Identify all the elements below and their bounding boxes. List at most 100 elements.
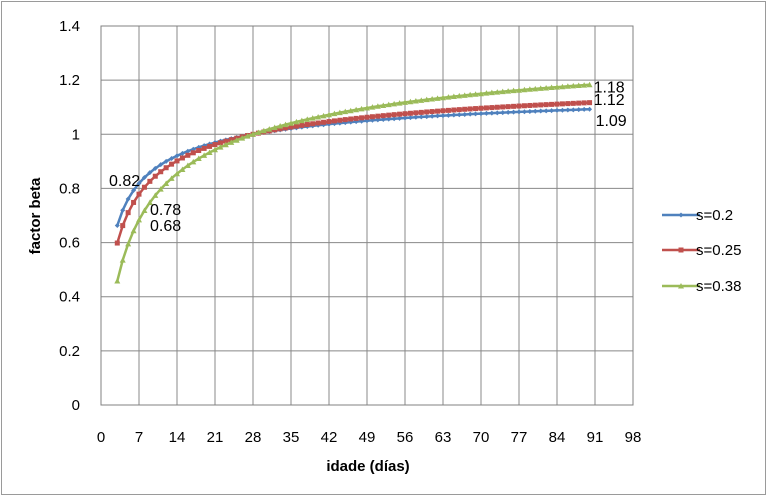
data-point: [293, 123, 299, 129]
y-tick-label: 0.2: [59, 343, 80, 360]
legend-item: s=0.2: [662, 207, 733, 224]
y-tick-label: 0.6: [59, 235, 80, 252]
data-point: [581, 100, 587, 106]
data-label: 1.18: [594, 80, 625, 97]
data-point: [125, 210, 131, 216]
x-tick-label: 84: [549, 429, 566, 446]
data-point: [511, 109, 517, 115]
data-point: [413, 114, 419, 120]
data-point: [586, 81, 593, 88]
data-point: [511, 103, 517, 109]
data-point: [397, 115, 403, 121]
x-tick-label: 56: [397, 429, 414, 446]
data-point: [353, 115, 359, 121]
y-axis-ticks: 0 0.2 0.4 0.6 0.8 1 1.2 1.4: [59, 18, 80, 414]
data-point: [309, 115, 316, 121]
data-point: [141, 184, 147, 190]
data-point: [185, 148, 191, 154]
data-point: [331, 118, 337, 124]
data-point: [298, 117, 305, 124]
plot-border: [100, 25, 634, 406]
data-point: [402, 99, 408, 105]
data-point: [320, 112, 327, 119]
data-point: [206, 149, 213, 155]
data-label: 0.82: [109, 173, 140, 190]
annotations: 0.82 0.780.68 1.181.12 1.09: [109, 80, 627, 235]
data-point: [429, 109, 435, 115]
data-point: [478, 111, 484, 117]
data-point: [549, 108, 555, 114]
data-point: [233, 137, 240, 143]
data-point: [169, 161, 175, 167]
data-point: [364, 114, 370, 120]
y-axis-label: factor beta: [27, 177, 44, 254]
data-point: [179, 166, 186, 172]
legend-marker: [678, 247, 684, 253]
data-point: [337, 117, 343, 123]
data-point: [277, 126, 283, 132]
data-point: [114, 240, 120, 246]
data-point: [575, 82, 582, 89]
data-point: [250, 131, 256, 137]
data-point: [130, 227, 137, 234]
data-point: [114, 278, 121, 284]
y-tick-label: 1.2: [59, 72, 80, 89]
data-point: [473, 111, 479, 117]
data-point: [152, 173, 158, 179]
data-point: [304, 116, 311, 122]
data-point: [348, 116, 354, 122]
data-point: [310, 121, 316, 127]
data-point: [299, 122, 305, 128]
data-point: [402, 115, 408, 121]
data-point: [375, 113, 381, 119]
data-point: [527, 102, 533, 108]
data-point: [304, 122, 310, 128]
data-point: [467, 91, 474, 98]
data-point: [500, 110, 506, 116]
data-point: [169, 155, 175, 161]
data-point: [326, 111, 332, 118]
data-point: [418, 109, 424, 115]
data-point: [548, 84, 555, 91]
data-point: [158, 169, 164, 175]
data-point: [396, 100, 403, 106]
data-point: [538, 102, 544, 108]
data-point: [336, 109, 343, 116]
data-point: [576, 107, 582, 113]
data-point: [423, 96, 430, 103]
data-point: [456, 92, 463, 99]
data-point: [462, 111, 468, 117]
data-point: [120, 207, 126, 213]
data-point: [369, 114, 375, 120]
data-point: [141, 175, 147, 181]
data-point: [179, 150, 185, 156]
data-point: [391, 112, 397, 118]
legend-label: s=0.38: [696, 278, 741, 295]
data-point: [190, 150, 196, 156]
data-point: [499, 88, 506, 95]
data-point: [521, 109, 527, 115]
data-point: [212, 142, 218, 148]
series-s=0.25: [114, 100, 593, 246]
data-point: [163, 158, 169, 164]
data-point: [543, 108, 549, 114]
y-tick-label: 1: [72, 126, 80, 143]
data-point: [136, 216, 142, 223]
data-point: [483, 110, 489, 116]
data-point: [271, 124, 278, 131]
data-point: [559, 101, 565, 107]
data-point: [473, 106, 479, 112]
data-point: [315, 120, 321, 126]
data-point: [179, 155, 185, 161]
data-point: [217, 140, 223, 146]
data-point: [559, 83, 566, 90]
data-point: [456, 107, 462, 113]
data-point: [500, 104, 506, 110]
data-point: [543, 84, 550, 91]
data-point: [451, 112, 457, 118]
data-point: [321, 119, 327, 125]
data-point: [212, 146, 218, 153]
data-point: [358, 105, 365, 112]
data-point: [494, 110, 500, 116]
